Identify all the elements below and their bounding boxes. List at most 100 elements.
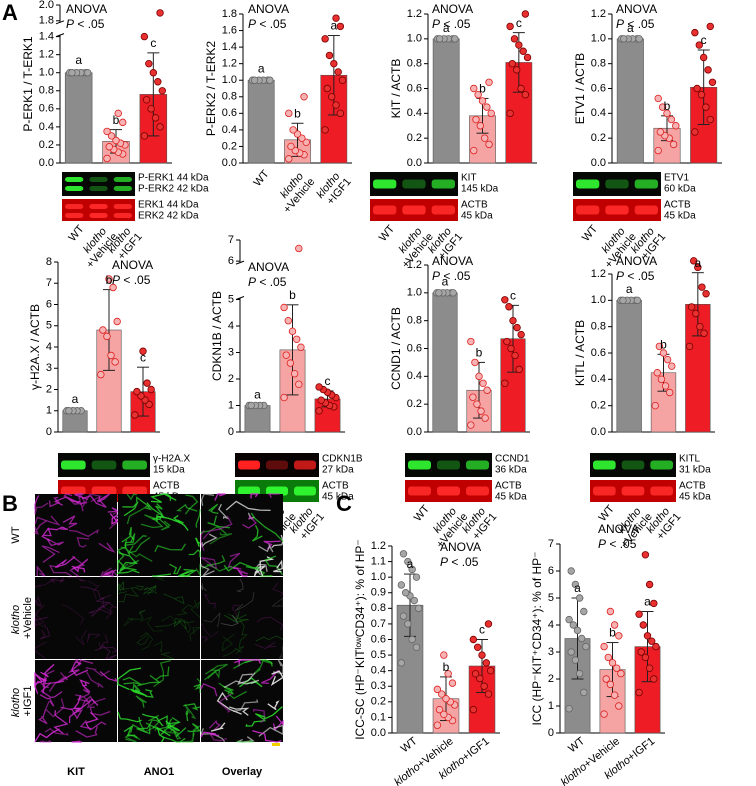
micrograph-texture — [39, 680, 65, 694]
micrograph-texture — [200, 623, 219, 638]
micrograph-texture — [176, 604, 193, 616]
data-point — [65, 407, 73, 415]
blot-band — [91, 486, 117, 496]
micrograph-texture — [48, 496, 61, 508]
micrograph-texture — [119, 559, 140, 572]
data-point — [485, 78, 493, 86]
significance-letter: c — [510, 289, 516, 303]
micrograph-texture — [184, 704, 197, 720]
data-point — [507, 344, 515, 353]
blot-label: ETV1 — [664, 173, 689, 184]
data-point — [571, 656, 580, 664]
data-point — [315, 407, 323, 415]
data-point — [315, 383, 323, 391]
data-point — [487, 109, 495, 118]
data-point — [606, 607, 615, 616]
micrograph-texture — [185, 710, 189, 722]
y-tick-label: 0.7 — [371, 618, 386, 630]
micrograph-texture — [161, 736, 186, 743]
blot-band — [634, 205, 658, 215]
micrograph-texture — [281, 643, 284, 653]
bar — [247, 79, 275, 164]
micrograph-texture — [117, 586, 130, 594]
data-point — [668, 362, 676, 370]
y-tick-label: 0.8 — [591, 58, 606, 70]
data-point — [521, 91, 530, 99]
data-point — [297, 343, 305, 351]
y-tick-label: 1 — [46, 405, 52, 417]
micrograph-texture — [195, 509, 201, 528]
micrograph-texture — [210, 722, 226, 732]
data-point — [506, 109, 514, 118]
data-point — [336, 22, 345, 31]
blot-label: 45 kDa — [495, 492, 527, 503]
data-point — [654, 146, 662, 155]
micrograph-texture — [201, 533, 218, 548]
micrograph-texture — [79, 679, 90, 687]
data-point — [651, 401, 659, 410]
micrograph-texture — [242, 515, 257, 529]
data-point — [287, 142, 295, 151]
y-tick-label: 0.0 — [371, 727, 386, 739]
y-tick-label: 1.2 — [591, 268, 606, 280]
micrograph-texture — [258, 724, 284, 737]
data-point — [105, 275, 113, 283]
micrograph-texture — [124, 733, 141, 743]
y-tick-label: 0.2 — [371, 696, 386, 708]
y-tick-label: 0.2 — [222, 140, 237, 152]
data-point — [613, 664, 621, 672]
data-point — [567, 648, 575, 656]
y-tick-label: 0.4 — [591, 373, 606, 385]
annotation: ANOVA — [112, 258, 153, 272]
data-point — [68, 69, 76, 77]
micrograph-texture — [235, 634, 248, 654]
blot-band — [65, 186, 84, 191]
data-point — [655, 342, 664, 351]
data-point — [704, 66, 712, 74]
micrograph-texture — [218, 693, 232, 713]
data-point — [691, 28, 699, 37]
blot-label: 45 kDa — [664, 211, 696, 222]
bar — [432, 292, 458, 433]
micrograph-texture — [268, 493, 280, 499]
data-point — [321, 35, 329, 43]
data-point — [486, 666, 495, 675]
micrograph-texture — [122, 676, 142, 686]
micrograph-texture — [160, 652, 175, 660]
micrograph-texture — [231, 604, 240, 617]
micrograph-texture — [233, 699, 259, 713]
micrograph-texture — [272, 582, 284, 596]
blot-label: 45 kDa — [679, 492, 711, 503]
row-label: WT — [10, 526, 22, 543]
micrograph-texture — [203, 612, 221, 628]
y-tick-label: 0.6 — [407, 82, 422, 94]
annotation: ANOVA — [248, 2, 289, 16]
annotation: P < .05 — [248, 275, 287, 289]
blot-band — [650, 460, 673, 470]
y-axis-label: KIT / ACTB — [389, 59, 403, 119]
micrograph-texture — [118, 552, 138, 571]
data-point — [484, 690, 493, 698]
y-tick-label: 2.0 — [39, 0, 54, 11]
data-point — [667, 115, 676, 124]
data-point — [635, 35, 643, 43]
data-point — [145, 59, 153, 68]
micrograph-texture — [270, 670, 284, 687]
micrograph-texture — [85, 711, 99, 731]
micrograph-texture — [254, 642, 277, 649]
data-point — [620, 35, 628, 43]
annotation: P < .05 — [432, 269, 471, 283]
data-point — [410, 596, 419, 605]
y-tick-label: 1.0 — [591, 294, 606, 306]
blot-band — [402, 205, 426, 215]
data-point — [435, 289, 443, 297]
data-point — [521, 10, 530, 18]
data-point — [659, 349, 668, 357]
micrograph-texture — [94, 597, 118, 609]
significance-letter: c — [516, 16, 522, 30]
y-tick-label: 0.6 — [371, 633, 386, 645]
annotation: P < .05 — [440, 555, 479, 569]
scale-bar — [272, 743, 280, 746]
data-point — [615, 632, 623, 640]
y-tick-label: 7 — [46, 277, 52, 289]
